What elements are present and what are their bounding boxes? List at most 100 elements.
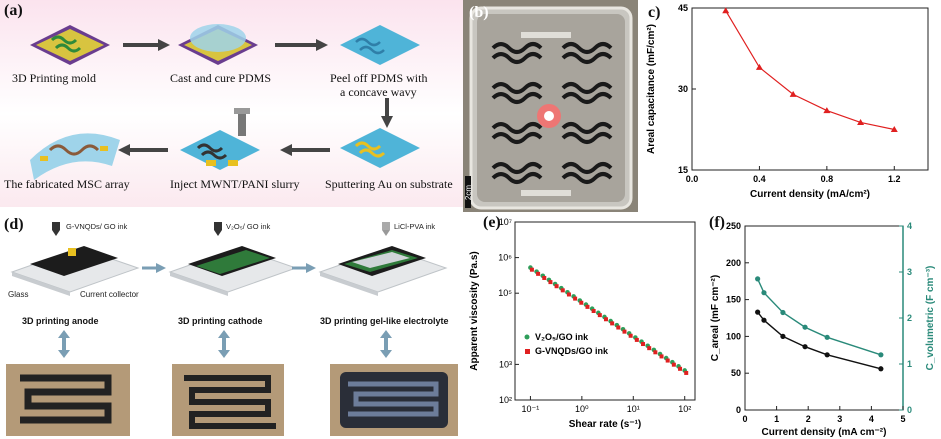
data-point	[780, 309, 786, 316]
step-peel-off-line1: Peel off PDMS with	[330, 71, 428, 85]
flow-arrow-left-1	[280, 144, 330, 156]
y-axis-label: Apparent viscosity (Pa.s)	[469, 251, 480, 370]
panel-b: (b) 2cm	[463, 0, 638, 212]
data-point	[802, 344, 808, 350]
y-left-tick-label: 0	[736, 405, 741, 415]
x-tick-label: 3	[837, 414, 842, 424]
process-flow-diagram	[30, 24, 420, 180]
data-point	[579, 300, 584, 305]
scale-bar-label: 2cm	[464, 184, 474, 201]
viscosity-chart: 10⁻¹ 10⁰ 10¹ 10² 10² 10³ 10⁵ 10⁶ 10⁷ V₂O₅/GO ink G…	[469, 217, 696, 430]
anode-stage-illustration	[10, 222, 140, 296]
x-tick-label: 0.4	[753, 174, 766, 184]
fabricated-array-illustration	[30, 133, 120, 180]
data-point	[616, 325, 621, 330]
x-axis-label: Shear rate (s⁻¹)	[569, 419, 642, 430]
y-right-tick-label: 0	[907, 405, 912, 415]
y-axis-label: Areal capacitance (mF/cm²)	[646, 24, 657, 154]
panel-f-label: (f)	[709, 214, 725, 231]
data-point	[610, 321, 615, 326]
step-cast-cure-pdms: Cast and cure PDMS	[170, 71, 271, 85]
legend-label: G-VNQDs/GO ink	[535, 346, 609, 356]
step-printing-cathode: 3D printing cathode	[178, 316, 263, 326]
legend-label: V₂O₅/GO ink	[535, 332, 589, 342]
data-point	[647, 346, 652, 351]
x-tick-label: 10²	[678, 404, 691, 414]
ink-label-anode: G-VNQDs/ GO ink	[66, 222, 128, 231]
areal-capacitance-chart: 0.0 0.4 0.8 1.2 15 30 45 Current density (mA/cm…	[646, 3, 929, 200]
panel-d: (d)	[0, 212, 463, 439]
electrolyte-stage-illustration	[318, 222, 448, 296]
data-point	[659, 354, 664, 359]
panel-a-label: (a)	[4, 2, 23, 19]
panel-d-label: (d)	[4, 216, 24, 233]
peel-pdms-illustration	[340, 25, 420, 65]
glass-label: Glass	[8, 290, 29, 299]
step-3d-printing-mold: 3D Printing mold	[12, 71, 97, 85]
y-left-tick-label: 50	[731, 368, 741, 378]
plot-frame	[514, 221, 696, 401]
plot-frame	[691, 7, 929, 171]
series-line	[757, 311, 882, 370]
data-point	[536, 271, 541, 276]
vertical-arrow-1	[58, 330, 70, 358]
data-point	[722, 7, 730, 14]
x-axis-label: Current density (mA cm⁻²)	[762, 427, 887, 438]
x-tick-label: 4	[869, 414, 874, 424]
vertical-arrow-2	[218, 330, 230, 358]
flow-arrow-right-1	[123, 39, 170, 51]
x-tick-label: 1.2	[888, 174, 901, 184]
data-point	[823, 107, 831, 114]
device-photo	[465, 6, 633, 210]
y-tick-label: 30	[678, 84, 688, 94]
cathode-photo	[172, 364, 284, 436]
electrolyte-photo	[330, 364, 458, 436]
anode-photo	[6, 364, 130, 436]
y-tick-label: 10³	[499, 359, 512, 369]
step-fabricated-msc: The fabricated MSC array	[4, 177, 130, 191]
x-tick-label: 0	[742, 414, 747, 424]
inject-slurry-illustration	[180, 108, 260, 170]
printing-mold-illustration	[30, 25, 110, 65]
data-point	[878, 352, 884, 358]
data-point	[597, 313, 602, 318]
data-point	[755, 63, 763, 70]
data-point	[634, 337, 639, 342]
cast-pdms-illustration	[178, 24, 258, 65]
current-collector-label: Current collector	[80, 290, 139, 299]
x-tick-label: 1	[774, 414, 779, 424]
y-left-axis-label: C_areal (mF cm⁻²)	[710, 275, 721, 361]
y-left-tick-label: 200	[726, 258, 741, 268]
ink-label-electrolyte: LiCl-PVA ink	[394, 222, 436, 231]
data-point	[548, 280, 553, 285]
vertical-arrow-3	[380, 330, 392, 358]
y-right-tick-label: 1	[907, 359, 912, 369]
data-point	[789, 90, 797, 97]
data-point	[824, 334, 830, 340]
data-point	[755, 309, 761, 315]
data-point	[622, 329, 627, 334]
step-printing-electrolyte: 3D printing gel-like electrolyte	[320, 316, 449, 326]
y-right-tick-label: 3	[907, 267, 912, 277]
step-peel-off-line2: a concave wavy	[340, 85, 417, 99]
y-tick-label: 45	[678, 3, 688, 13]
x-axis-label: Current density (mA/cm²)	[750, 189, 870, 200]
x-tick-label: 10⁰	[575, 404, 589, 414]
flow-arrow-right-2	[275, 39, 328, 51]
data-point	[780, 333, 786, 339]
data-point	[684, 370, 689, 375]
x-tick-label: 0.0	[686, 174, 699, 184]
y-tick-label: 10²	[499, 395, 512, 405]
y-tick-label: 15	[678, 165, 688, 175]
data-point	[628, 333, 633, 338]
y-tick-label: 10⁷	[499, 217, 512, 227]
data-point	[890, 126, 898, 132]
y-right-axis-label: C_volumetric (F cm⁻³)	[925, 266, 936, 371]
panel-c: c) 0.0 0.4 0.8 1.2 15 30 45 Current density (mA…	[638, 0, 941, 212]
x-tick-label: 0.8	[821, 174, 834, 184]
data-point	[755, 276, 761, 282]
data-point	[554, 284, 559, 289]
data-point	[824, 352, 830, 358]
series-line	[725, 10, 895, 131]
data-point	[529, 267, 534, 272]
